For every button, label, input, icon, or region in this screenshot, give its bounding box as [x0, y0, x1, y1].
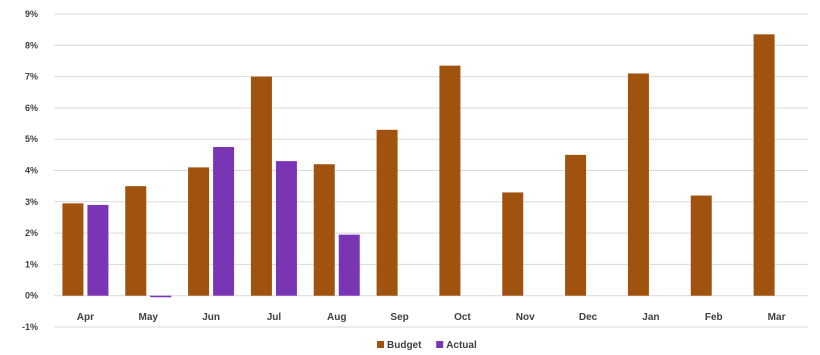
- bar-budget: [565, 154, 587, 296]
- y-tick-label: 2%: [25, 228, 38, 238]
- legend-swatch: [436, 341, 444, 348]
- bar-budget: [439, 65, 461, 296]
- bar-budget: [250, 76, 272, 296]
- bar-actual: [275, 161, 297, 296]
- x-tick-label: Nov: [516, 312, 535, 323]
- y-tick-label: 3%: [25, 197, 38, 207]
- legend-label: Budget: [387, 340, 422, 351]
- bar-budget: [376, 129, 398, 296]
- bar-budget: [690, 195, 712, 296]
- bar-budget: [627, 73, 649, 296]
- legend: Budget Actual: [377, 340, 477, 351]
- x-tick-label: Mar: [768, 312, 786, 323]
- y-tick-label: 6%: [25, 103, 38, 113]
- y-tick-label: 4%: [25, 166, 38, 176]
- x-axis: Apr May Jun Jul Aug Sep Oct Nov Dec Jan Feb Mar: [77, 312, 786, 323]
- legend-label: Actual: [446, 340, 477, 351]
- bar-actual: [150, 295, 172, 298]
- x-tick-label: May: [139, 312, 159, 323]
- bar-budget: [502, 192, 524, 296]
- y-tick-label: 9%: [25, 9, 38, 19]
- y-tick-label: 8%: [25, 40, 38, 50]
- x-tick-label: Sep: [390, 312, 408, 323]
- y-tick-label: 1%: [25, 259, 38, 269]
- bar-budget: [313, 164, 335, 296]
- bar-actual: [213, 147, 235, 296]
- y-tick-label: -1%: [22, 322, 38, 332]
- x-tick-label: Jun: [202, 312, 220, 323]
- bar-budget: [125, 186, 147, 296]
- x-tick-label: Dec: [579, 312, 598, 323]
- bar-actual: [338, 234, 360, 296]
- x-tick-label: Jul: [267, 312, 282, 323]
- bar-actual: [87, 204, 109, 296]
- x-tick-label: Oct: [454, 312, 471, 323]
- bar-budget: [188, 167, 210, 296]
- gridlines: [54, 13, 808, 328]
- x-tick-label: Feb: [705, 312, 723, 323]
- bars: [62, 34, 775, 298]
- y-tick-label: 0%: [25, 291, 38, 301]
- bar-budget: [753, 34, 775, 296]
- y-tick-label: 5%: [25, 134, 38, 144]
- x-tick-label: Jan: [642, 312, 659, 323]
- legend-swatch: [377, 341, 384, 348]
- y-tick-label: 7%: [25, 72, 38, 82]
- bar-budget: [62, 203, 84, 296]
- x-tick-label: Aug: [327, 312, 346, 323]
- y-axis: -1% 0% 1% 2% 3% 4% 5% 6% 7% 8% 9%: [22, 9, 38, 332]
- x-tick-label: Apr: [77, 312, 94, 323]
